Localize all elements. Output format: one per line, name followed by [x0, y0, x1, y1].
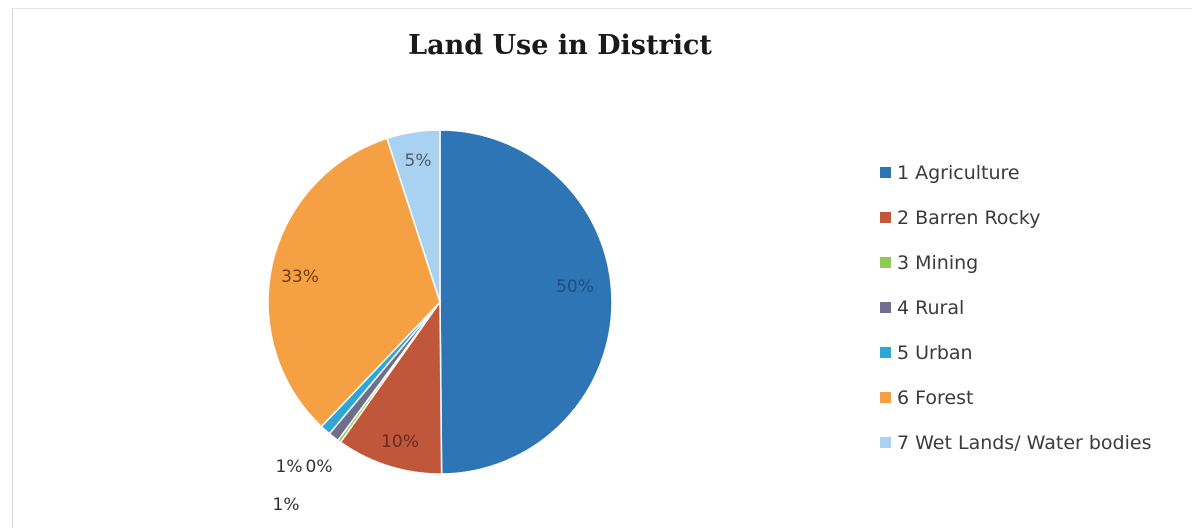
pie-slice-2	[339, 299, 443, 475]
data-label-6: 33%	[281, 267, 319, 287]
legend-item-7: 7 Wet Lands/ Water bodies	[880, 420, 1151, 465]
pie-slice-6	[267, 137, 441, 428]
data-label-3: 0%	[306, 457, 333, 477]
data-label-5: 1%	[273, 495, 300, 515]
legend-swatch	[880, 257, 891, 268]
legend-label: 6 Forest	[897, 386, 974, 409]
legend-item-1: 1 Agriculture	[880, 150, 1151, 195]
legend-swatch	[880, 167, 891, 178]
legend-item-3: 3 Mining	[880, 240, 1151, 285]
pie-slices	[267, 129, 613, 475]
legend-label: 3 Mining	[897, 251, 979, 274]
data-label-1: 50%	[556, 277, 594, 297]
legend-label: 7 Wet Lands/ Water bodies	[897, 431, 1152, 454]
legend-label: 4 Rural	[897, 296, 965, 319]
legend-swatch	[880, 392, 891, 403]
pie-slice-7	[386, 129, 441, 303]
chart-legend: 1 Agriculture 2 Barren Rocky 3 Mining 4 Rur…	[880, 150, 1151, 465]
legend-label: 1 Agriculture	[897, 161, 1020, 184]
data-label-4: 1%	[276, 457, 303, 477]
legend-swatch	[880, 212, 891, 223]
legend-label: 5 Urban	[897, 341, 973, 364]
legend-item-4: 4 Rural	[880, 285, 1151, 330]
legend-label: 2 Barren Rocky	[897, 206, 1041, 229]
data-label-7: 5%	[405, 151, 432, 171]
chart-title: Land Use in District	[408, 30, 712, 61]
legend-swatch	[880, 347, 891, 358]
legend-item-5: 5 Urban	[880, 330, 1151, 375]
legend-item-2: 2 Barren Rocky	[880, 195, 1151, 240]
legend-swatch	[880, 437, 891, 448]
legend-item-6: 6 Forest	[880, 375, 1151, 420]
legend-swatch	[880, 302, 891, 313]
pie-data-labels: 50%10%0%1%1%33%5%	[273, 151, 594, 515]
data-label-2: 10%	[381, 432, 419, 452]
pie-slice-1	[439, 129, 613, 475]
chart-frame	[12, 8, 1192, 528]
